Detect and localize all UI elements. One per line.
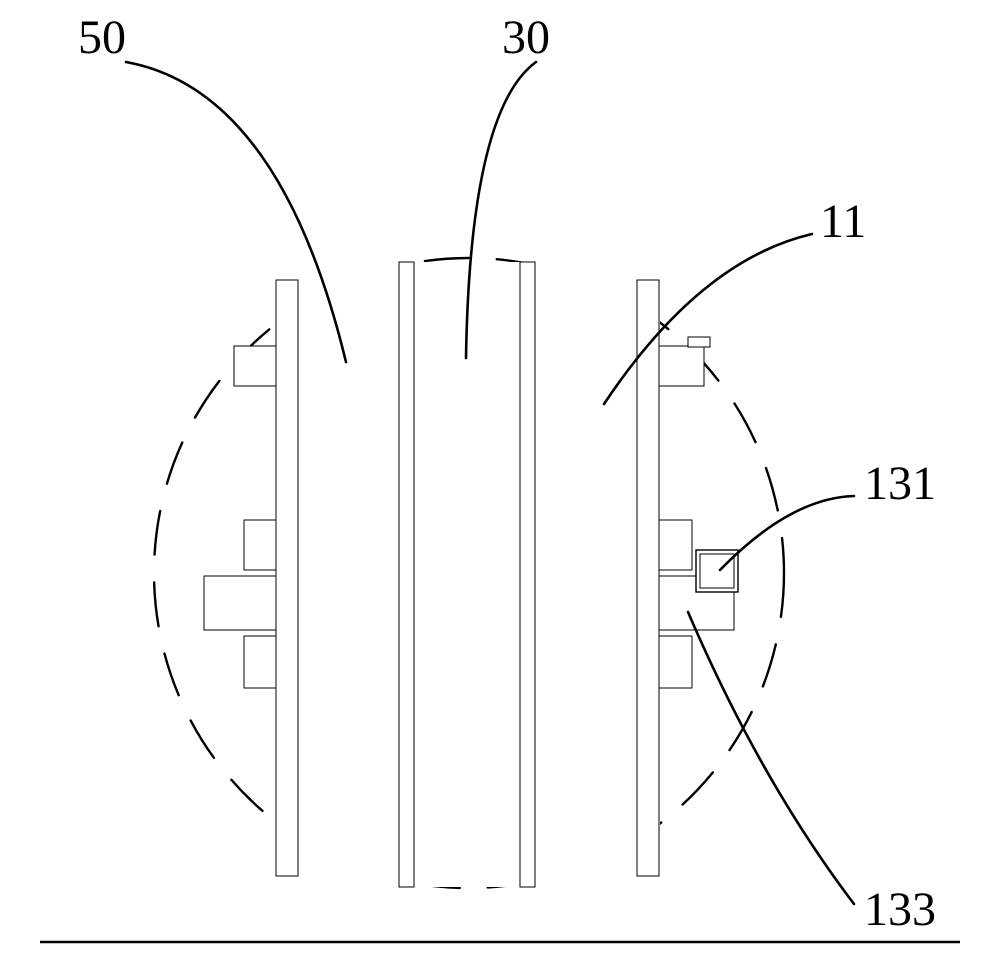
- label-131: 131: [864, 456, 936, 511]
- label-30: 30: [502, 10, 550, 65]
- label-133: 133: [864, 882, 936, 937]
- label-11: 11: [820, 194, 866, 249]
- diagram-svg: [0, 0, 1000, 972]
- label-50: 50: [78, 10, 126, 65]
- diagram-canvas: 50 30 11 131 133: [0, 0, 1000, 972]
